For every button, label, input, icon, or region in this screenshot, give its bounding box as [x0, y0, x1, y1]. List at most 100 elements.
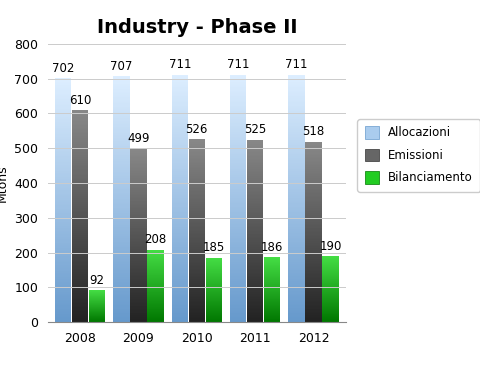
Bar — [189, 261, 205, 262]
Bar — [189, 235, 205, 236]
Bar — [247, 204, 264, 205]
Bar — [247, 165, 264, 166]
Bar — [189, 312, 205, 313]
Bar — [172, 165, 188, 166]
Bar — [55, 127, 72, 128]
Bar — [172, 142, 188, 143]
Bar — [288, 258, 305, 259]
Bar — [55, 162, 72, 164]
Bar — [130, 156, 146, 157]
Bar — [288, 169, 305, 170]
Bar — [230, 186, 246, 187]
Bar — [305, 180, 322, 181]
Bar — [113, 107, 130, 108]
Bar — [230, 118, 246, 119]
Bar — [189, 225, 205, 226]
Bar — [172, 260, 188, 262]
Bar — [288, 283, 305, 284]
Bar — [172, 191, 188, 192]
Bar — [72, 234, 88, 235]
Bar — [288, 172, 305, 174]
Bar — [305, 269, 322, 270]
Bar — [130, 215, 146, 216]
Bar — [55, 240, 72, 242]
Bar — [247, 156, 264, 157]
Bar — [130, 246, 146, 247]
Bar — [113, 166, 130, 167]
Bar — [130, 155, 146, 156]
Bar — [230, 188, 246, 190]
Bar — [113, 225, 130, 226]
Bar — [230, 236, 246, 237]
Bar — [230, 184, 246, 185]
Bar — [113, 133, 130, 134]
Bar — [305, 168, 322, 169]
Bar — [189, 191, 205, 192]
Bar — [130, 317, 146, 318]
Bar — [55, 249, 72, 250]
Bar — [247, 195, 264, 196]
Bar — [172, 289, 188, 290]
Bar — [247, 264, 264, 265]
Bar — [305, 246, 322, 247]
Bar — [72, 258, 88, 259]
Bar — [230, 187, 246, 188]
Bar — [55, 204, 72, 205]
Bar — [172, 106, 188, 107]
Bar — [55, 215, 72, 216]
Bar — [113, 280, 130, 281]
Bar — [189, 292, 205, 293]
Bar — [288, 263, 305, 264]
Bar — [189, 267, 205, 268]
Bar — [130, 321, 146, 322]
Bar — [55, 169, 72, 171]
Bar — [130, 254, 146, 255]
Bar — [172, 96, 188, 97]
Bar — [130, 240, 146, 242]
Bar — [172, 98, 188, 100]
Bar — [288, 299, 305, 300]
Bar — [305, 306, 322, 307]
Bar — [72, 140, 88, 141]
Bar — [172, 218, 188, 220]
Bar — [305, 268, 322, 269]
Bar — [130, 255, 146, 256]
Bar — [305, 315, 322, 316]
Bar — [189, 285, 205, 287]
Bar — [113, 170, 130, 171]
Bar — [113, 189, 130, 191]
Bar — [113, 294, 130, 295]
Bar — [130, 210, 146, 211]
Bar — [72, 288, 88, 289]
Bar — [288, 143, 305, 144]
Bar — [172, 172, 188, 174]
Bar — [230, 263, 246, 264]
Bar — [55, 179, 72, 180]
Bar — [55, 99, 72, 100]
Bar — [55, 197, 72, 198]
Bar — [172, 86, 188, 87]
Bar — [288, 166, 305, 168]
Bar — [55, 186, 72, 187]
Bar — [305, 304, 322, 305]
Bar — [113, 230, 130, 231]
Bar — [113, 235, 130, 236]
Bar — [130, 231, 146, 232]
Bar — [113, 288, 130, 289]
Bar — [189, 321, 205, 322]
Bar — [130, 233, 146, 234]
Bar — [305, 198, 322, 199]
Bar — [55, 172, 72, 173]
Bar — [113, 108, 130, 109]
Bar — [305, 175, 322, 176]
Bar — [305, 290, 322, 291]
Bar — [172, 212, 188, 213]
Bar — [230, 295, 246, 296]
Bar — [230, 123, 246, 124]
Bar — [230, 198, 246, 200]
Bar — [288, 211, 305, 212]
Bar — [189, 251, 205, 252]
Bar — [72, 146, 88, 147]
Bar — [72, 210, 88, 211]
Bar — [230, 100, 246, 101]
